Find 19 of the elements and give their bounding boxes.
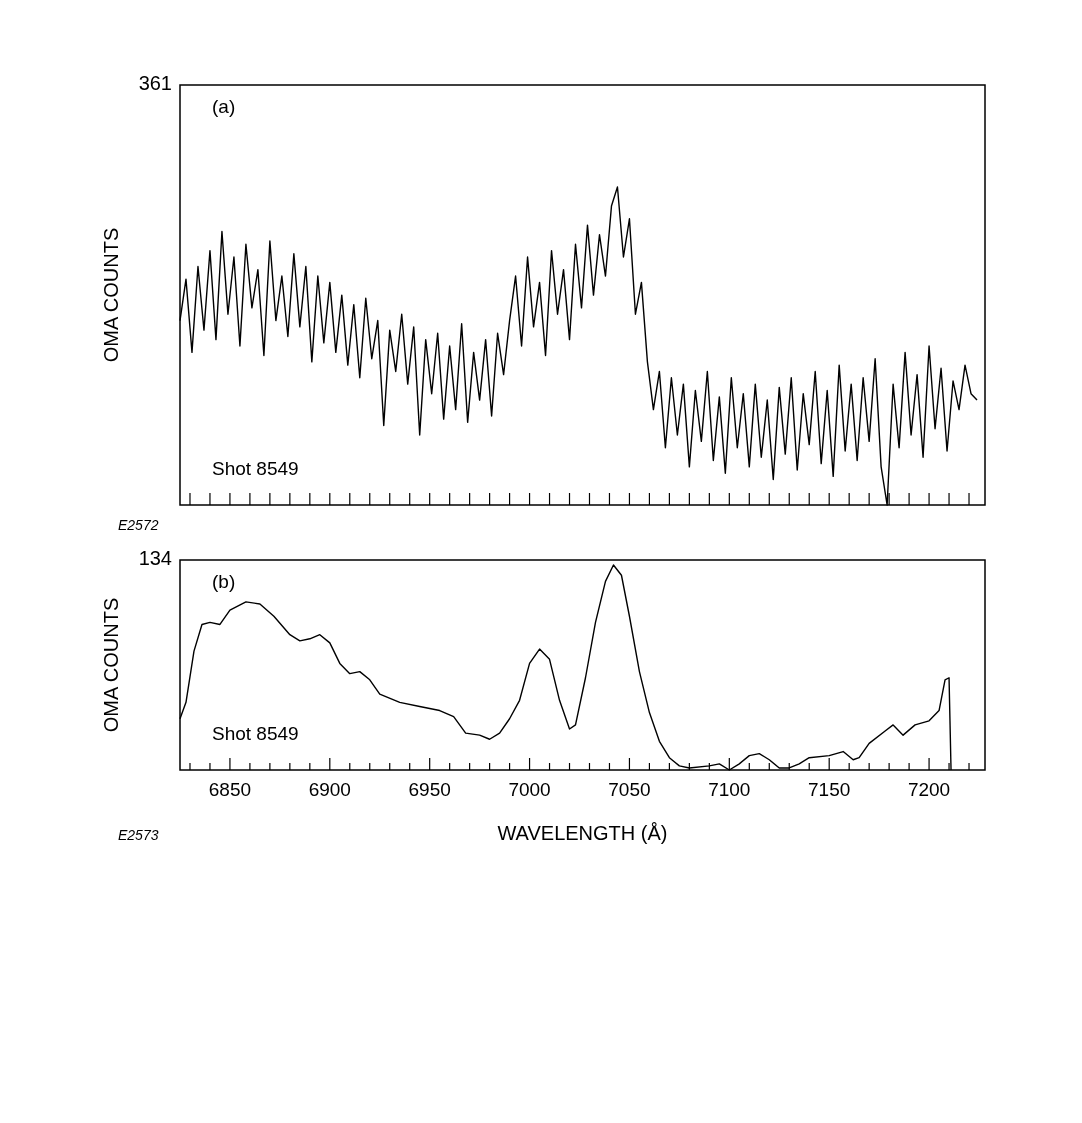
x-tick-label: 7100 [708,779,751,800]
x-tick-label: 7000 [508,779,551,800]
y-axis-title: OMA COUNTS [100,597,122,733]
x-tick-label: 6850 [208,779,252,800]
text: E2572 [118,517,159,533]
text: E2573 [118,827,159,843]
x-tick-label: 6900 [308,779,351,800]
x-tick-label: 7150 [808,779,851,800]
text: 134 [138,547,172,569]
annotation: Shot 8549 [212,458,299,479]
annotation: Shot 8549 [212,723,299,744]
x-tick-label: 7200 [907,779,951,800]
x-axis-title: WAVELENGTH (Å) [497,822,668,844]
text: 361 [138,72,172,94]
x-tick-label: 7050 [608,779,651,800]
y-axis-title: OMA COUNTS [100,227,122,363]
text: (a) [212,96,236,117]
annotation: (b) [212,571,236,592]
x-tick-label: 6950 [408,779,451,800]
